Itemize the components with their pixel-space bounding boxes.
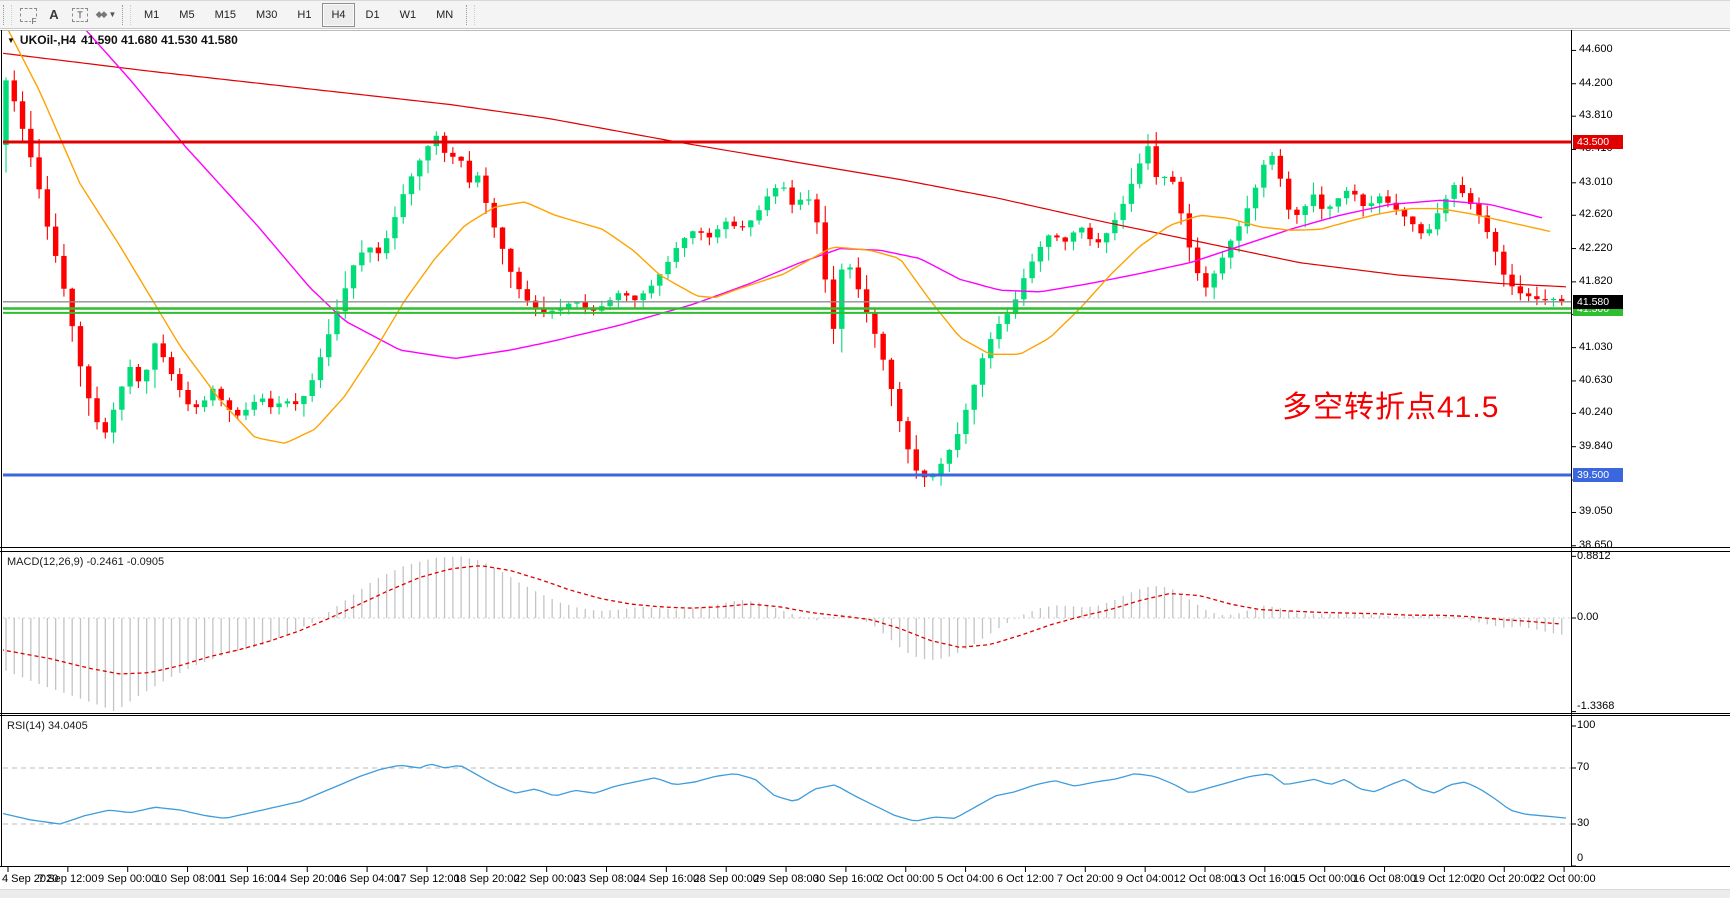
- timeframe-button-M5[interactable]: M5: [179, 8, 195, 21]
- time-tick-label: 14 Sep 20:00: [274, 873, 340, 885]
- timeframe-button-M15[interactable]: M15: [214, 8, 236, 21]
- timeframe-buttons-group: M1 M5 M15 M30 H1 H4 D1 W1 MN: [134, 2, 463, 27]
- macd-tick-label: 0.8812: [1577, 550, 1611, 562]
- time-tick-label: 22 Oct 00:00: [1532, 873, 1596, 885]
- time-tick-label: 17 Sep 12:00: [394, 873, 460, 885]
- time-tick-label: 24 Sep 16:00: [633, 873, 700, 885]
- time-tick-label: 7 Oct 20:00: [1056, 873, 1114, 885]
- timeframe-button-W1[interactable]: W1: [399, 8, 417, 21]
- time-tick-label: 11 Sep 16:00: [215, 873, 280, 885]
- rsi-indicator-label: RSI(14) 34.0405: [7, 720, 88, 732]
- drawing-tools-group: F A T ◆◆ ▼: [15, 3, 119, 27]
- chart-title: ▼ UKOil-,H4 41.590 41.680 41.530 41.580: [7, 33, 238, 47]
- price-chart-canvas[interactable]: [0, 30, 1730, 897]
- macd-tick-label: 0.00: [1577, 611, 1599, 623]
- chart-annotation-text: 多空转折点41.5: [1282, 391, 1500, 424]
- time-tick-label: 28 Sep 00:00: [693, 873, 759, 885]
- time-tick-label: 15 Oct 00:00: [1293, 873, 1357, 885]
- price-tick-label: 38.650: [1579, 538, 1613, 551]
- toolbar-grip-2[interactable]: [122, 4, 131, 25]
- timeframe-button-M1[interactable]: M1: [144, 8, 160, 21]
- timeframe-button-H4[interactable]: H4: [322, 2, 355, 27]
- price-badge-43.500: 43.500: [1573, 135, 1623, 149]
- window-bottom-strip: [0, 889, 1730, 898]
- rsi-tick-label: 100: [1577, 719, 1596, 731]
- time-tick-label: 20 Oct 20:00: [1472, 873, 1536, 885]
- toolbar-grip[interactable]: [3, 4, 12, 25]
- collapse-triangle-icon[interactable]: ▼: [7, 35, 15, 45]
- time-tick-label: 16 Sep 04:00: [334, 873, 400, 885]
- symbol-label: UKOil-,H4: [19, 33, 76, 47]
- dropdown-caret-icon: ▼: [108, 10, 117, 19]
- price-tick-label: 44.600: [1579, 43, 1613, 56]
- arrows-tool-icon[interactable]: ◆◆ ▼: [95, 9, 117, 19]
- time-tick-label: 29 Sep 08:00: [753, 873, 819, 885]
- price-tick-label: 41.820: [1579, 274, 1613, 287]
- time-tick-label: 19 Oct 12:00: [1412, 873, 1476, 885]
- time-tick-label: 7 Sep 12:00: [38, 873, 98, 885]
- time-tick-label: 10 Sep 08:00: [154, 873, 221, 885]
- time-tick-label: 23 Sep 08:00: [573, 873, 640, 885]
- time-tick-label: 2 Oct 00:00: [877, 873, 935, 885]
- price-tick-label: 40.240: [1579, 406, 1613, 419]
- text-tool-icon[interactable]: A: [49, 7, 59, 22]
- price-tick-label: 43.810: [1579, 109, 1613, 122]
- price-tick-label: 42.220: [1579, 241, 1613, 254]
- price-tick-label: 40.630: [1579, 373, 1613, 386]
- time-tick-label: 16 Oct 08:00: [1353, 873, 1417, 885]
- frame-tool-icon[interactable]: F: [16, 3, 40, 27]
- time-tick-label: 6 Oct 12:00: [997, 873, 1054, 885]
- macd-indicator-label: MACD(12,26,9) -0.2461 -0.0905: [7, 556, 165, 568]
- timeframe-button-M30[interactable]: M30: [255, 8, 278, 21]
- toolbar-grip-3[interactable]: [466, 4, 476, 25]
- timeframe-button-D1[interactable]: D1: [365, 8, 380, 21]
- rsi-tick-label: 0: [1577, 852, 1584, 864]
- price-badge-39.500: 39.500: [1573, 468, 1623, 482]
- time-tick-label: 13 Oct 16:00: [1233, 873, 1297, 885]
- macd-tick-label: -1.3368: [1577, 700, 1615, 712]
- price-tick-label: 43.010: [1579, 175, 1613, 188]
- price-tick-label: 44.200: [1579, 76, 1613, 89]
- time-tick-label: 9 Oct 04:00: [1116, 873, 1174, 885]
- text-label-tool-icon[interactable]: T: [68, 3, 92, 27]
- price-tick-label: 39.050: [1579, 505, 1613, 518]
- rsi-tick-label: 70: [1577, 761, 1590, 773]
- time-tick-label: 18 Sep 20:00: [454, 873, 520, 885]
- price-tick-label: 39.840: [1579, 439, 1613, 452]
- price-badge-41.580: 41.580: [1573, 294, 1623, 309]
- timeframe-button-MN[interactable]: MN: [436, 8, 454, 21]
- time-tick-label: 12 Oct 08:00: [1173, 873, 1237, 885]
- timeframe-button-H1[interactable]: H1: [297, 8, 312, 21]
- chart-area[interactable]: ▼ UKOil-,H4 41.590 41.680 41.530 41.580 …: [0, 30, 1730, 897]
- ohlc-values: 41.590 41.680 41.530 41.580: [80, 33, 238, 47]
- time-tick-label: 9 Sep 00:00: [98, 873, 158, 885]
- price-tick-label: 42.620: [1579, 208, 1613, 221]
- time-tick-label: 30 Sep 16:00: [813, 873, 879, 885]
- toolbar: F A T ◆◆ ▼ M1 M5 M15 M30 H1 H4 D1 W1 MN: [0, 0, 1730, 29]
- rsi-tick-label: 30: [1577, 817, 1590, 829]
- time-tick-label: 22 Sep 00:00: [513, 873, 580, 885]
- time-tick-label: 5 Oct 04:00: [937, 873, 995, 885]
- time-tick-label: 4 Sep 2020: [2, 873, 59, 885]
- price-tick-label: 41.030: [1579, 340, 1613, 353]
